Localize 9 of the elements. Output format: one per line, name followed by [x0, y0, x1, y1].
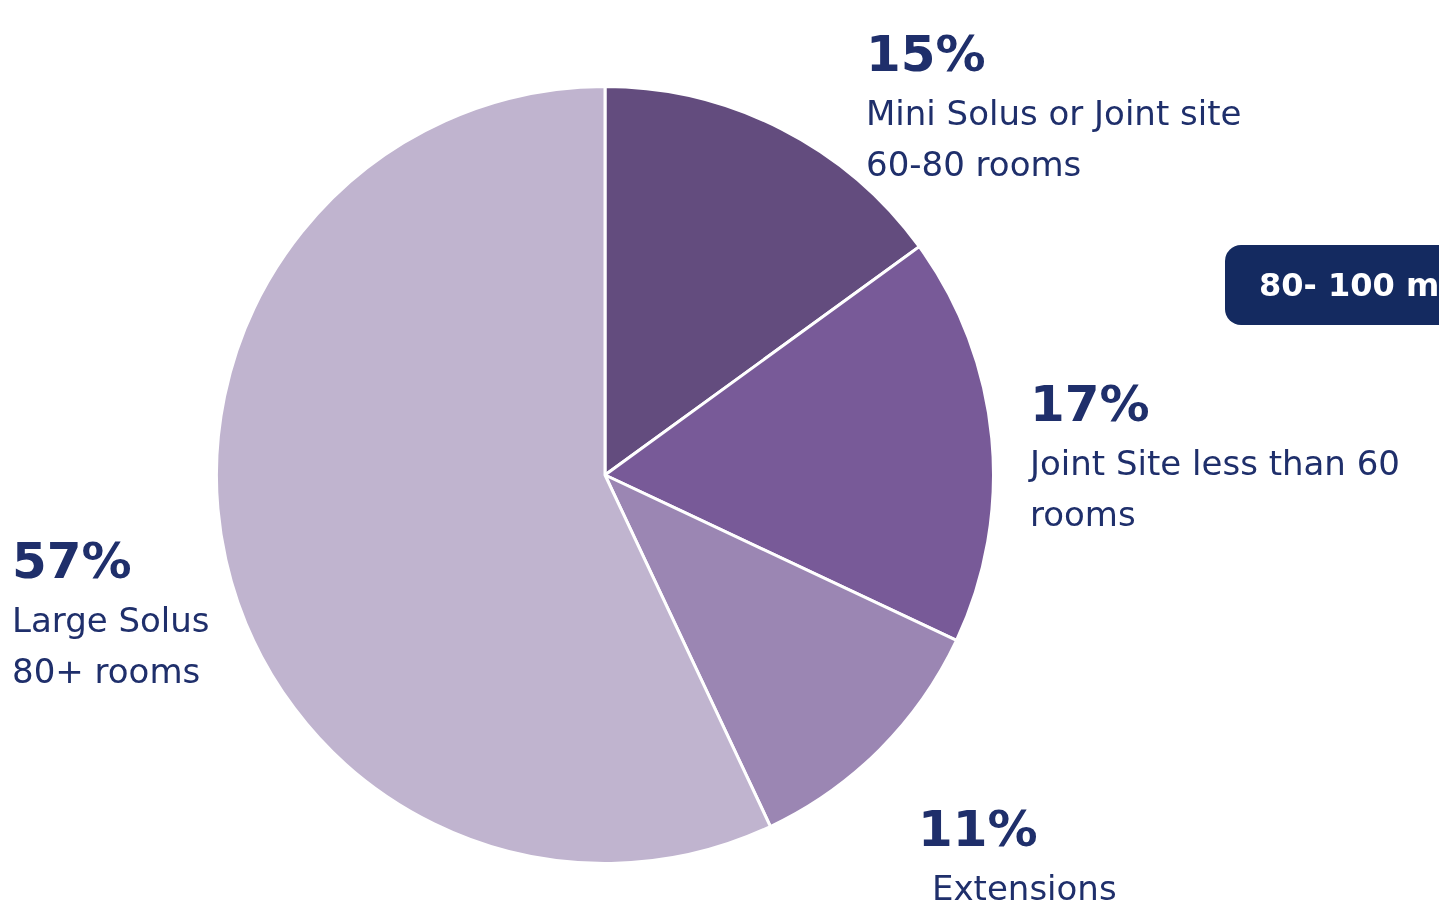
data-label: 17%: [1030, 374, 1150, 433]
data-label: 11%: [918, 799, 1038, 858]
data-label: 15%: [866, 24, 986, 83]
slice-label: Large Solus 80+ rooms: [12, 599, 210, 691]
slice-label: Extensions: [932, 867, 1117, 908]
text: 80- 100 m: [1225, 245, 1439, 325]
slice-label: Mini Solus or Joint site 60-80 rooms: [866, 92, 1242, 184]
slice-label: Joint Site less than 60 rooms: [1028, 442, 1400, 534]
data-label: 57%: [12, 531, 132, 590]
